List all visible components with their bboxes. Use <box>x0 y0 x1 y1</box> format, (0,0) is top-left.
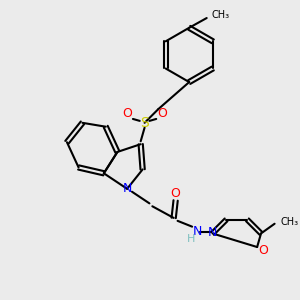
Text: H: H <box>187 234 195 244</box>
Text: CH₃: CH₃ <box>280 217 298 227</box>
Text: N: N <box>122 182 132 195</box>
Text: O: O <box>122 106 132 120</box>
Text: O: O <box>157 106 167 120</box>
Text: O: O <box>171 187 181 200</box>
Text: N: N <box>208 226 217 239</box>
Text: S: S <box>140 116 149 130</box>
Text: CH₃: CH₃ <box>212 10 230 20</box>
Text: N: N <box>192 225 202 238</box>
Text: O: O <box>258 244 268 257</box>
